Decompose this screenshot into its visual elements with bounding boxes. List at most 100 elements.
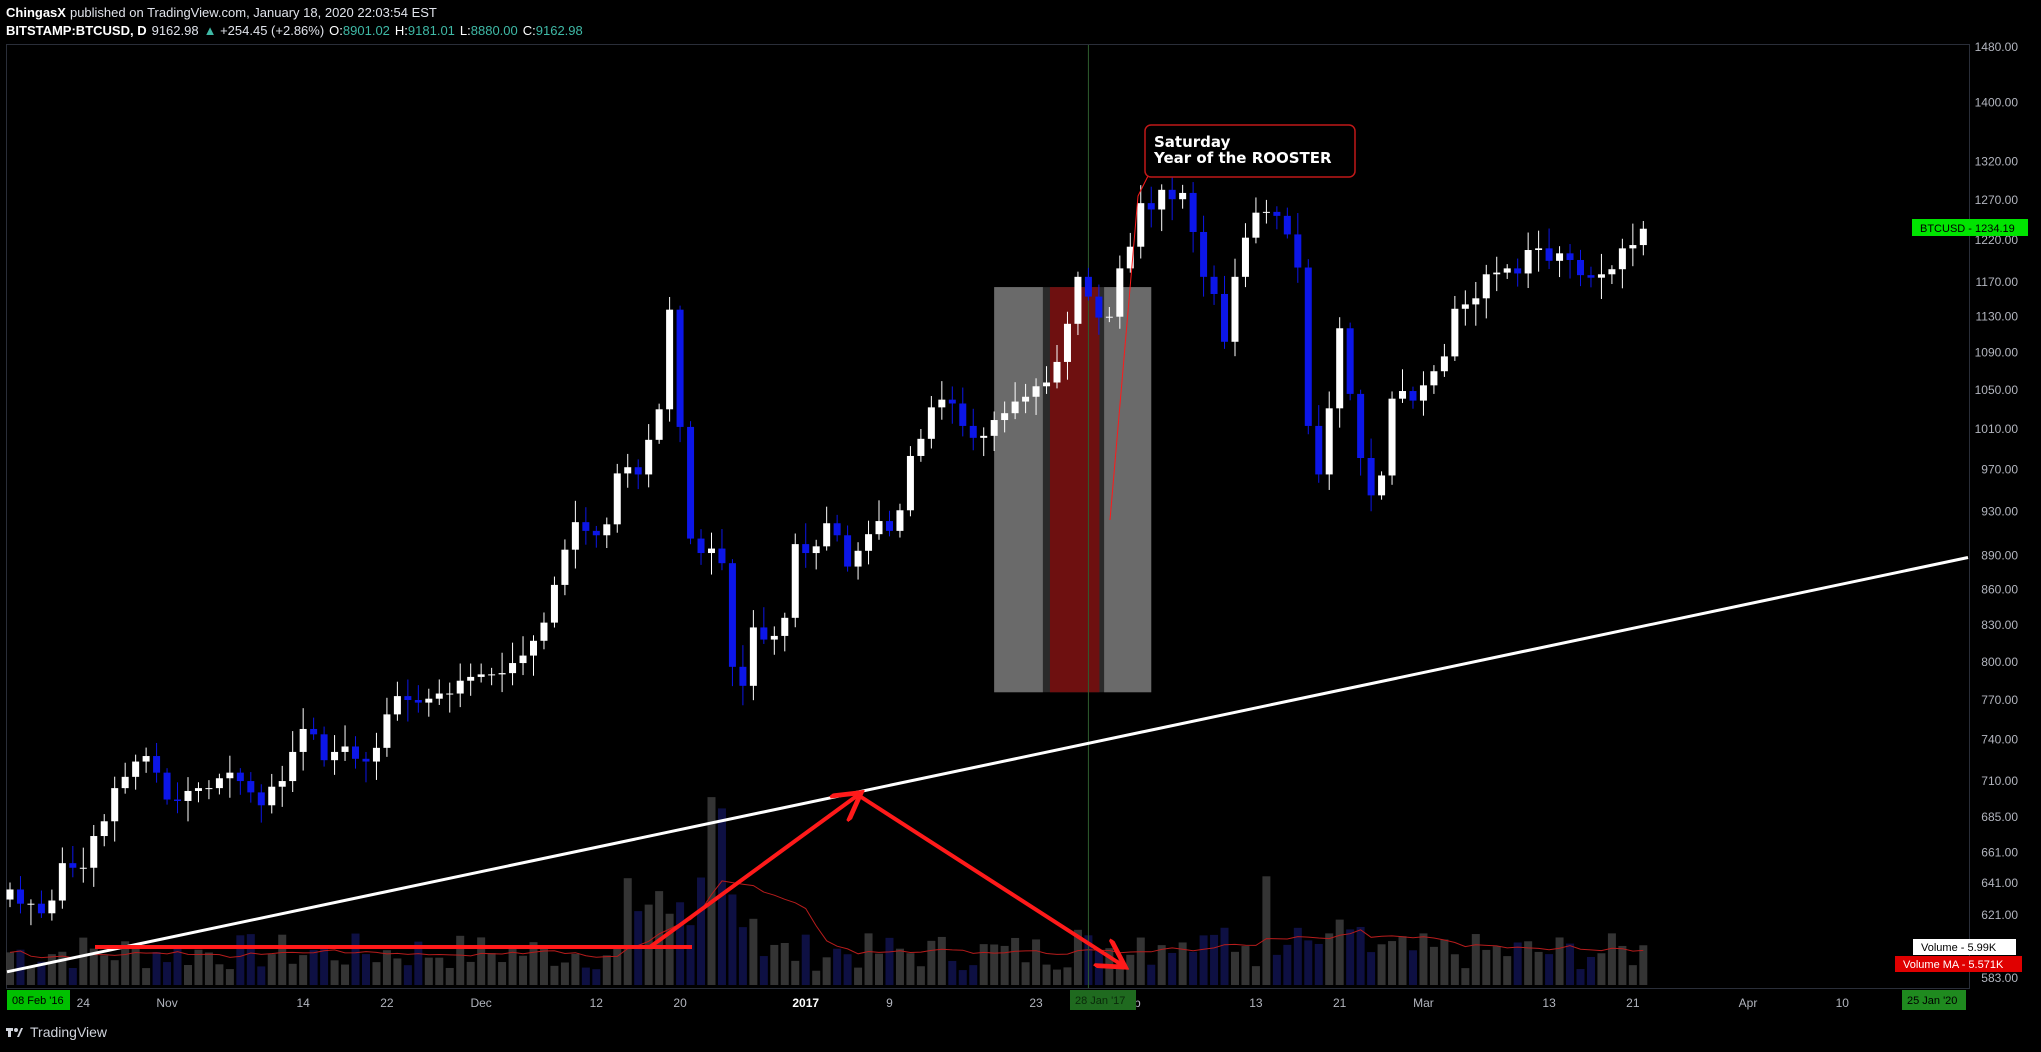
candle-body (1608, 269, 1616, 275)
trendline[interactable] (6, 556, 1969, 974)
candle (990, 411, 998, 452)
candle (676, 305, 684, 443)
price-tag-text: BTCUSD - 1234.19 (1920, 223, 2015, 235)
annotation-callout[interactable]: Saturday Year of the ROOSTER (1144, 124, 1356, 178)
volume-bar (194, 949, 203, 985)
candle (833, 514, 841, 542)
candle (477, 663, 485, 683)
annotation-box-left-zone (994, 287, 1043, 693)
volume-bar (1335, 919, 1344, 985)
candle-body (1388, 398, 1396, 476)
candle (372, 732, 380, 780)
volume-tag[interactable]: Volume - 5.99K (1913, 939, 2016, 955)
candle (1409, 386, 1417, 409)
tradingview-logo-icon[interactable] (6, 1025, 24, 1039)
symbol-label[interactable]: BITSTAMP:BTCUSD, D (6, 23, 147, 38)
volume-bar (1293, 927, 1302, 985)
volume-bar (508, 948, 517, 985)
volume-bar (173, 945, 182, 985)
time-tag-left[interactable]: 08 Feb '16 (7, 990, 70, 1010)
candle-body (1053, 361, 1061, 383)
time-tag-right-text: 25 Jan '20 (1907, 995, 1957, 1007)
volume-bar (79, 937, 88, 985)
volume-bar (1032, 939, 1041, 985)
candle (1158, 184, 1166, 232)
time-tag-left-bg (7, 990, 70, 1010)
close-label: C: (522, 23, 536, 38)
candle (1440, 343, 1448, 377)
candle (571, 500, 579, 569)
volume-bar (204, 952, 213, 985)
candle-body (1001, 413, 1009, 421)
red-arrow-up[interactable] (648, 795, 858, 949)
candle (1524, 232, 1532, 289)
candle (27, 899, 35, 926)
candle-body (530, 640, 537, 656)
tradingview-brand[interactable]: TradingView (30, 1024, 108, 1040)
chart-frame[interactable] (6, 44, 1970, 989)
callout-connector (1109, 175, 1149, 521)
candle (1221, 275, 1229, 349)
volume-bar (550, 965, 559, 985)
volume-bar (895, 948, 904, 985)
low-value: 8880.00 (470, 23, 518, 38)
price-tick-label: 710.00 (1981, 774, 2018, 788)
ohlc-high: H:9181.01 (395, 22, 455, 40)
callout-line-2: Year of the ROOSTER (1153, 149, 1332, 167)
candle-body (728, 563, 736, 667)
candle (1566, 244, 1574, 279)
volume-bar (278, 934, 287, 985)
candle-body (27, 903, 35, 905)
time-tag-mid[interactable]: 28 Jan '17 (1070, 990, 1136, 1010)
candle-body (121, 776, 129, 789)
candle-body (153, 756, 161, 773)
candle (1325, 391, 1333, 490)
candle-body (854, 550, 862, 567)
time-axis[interactable]: 24Nov1422Dec12202017923Feb1321Mar1321Apr… (77, 996, 1850, 1010)
candle-body (247, 781, 255, 793)
candle-body (278, 781, 286, 787)
volume-bar (958, 970, 967, 985)
red-arrow-down[interactable] (856, 793, 1122, 965)
volume-bar (1618, 945, 1627, 985)
volume-bar (519, 955, 528, 985)
red-annotations[interactable] (95, 175, 1149, 965)
candle (456, 663, 464, 708)
candle (1043, 366, 1051, 394)
volume-bar (361, 954, 370, 985)
time-tag-right[interactable]: 25 Jan '20 (1902, 990, 1966, 1010)
annotation-box-right-zone (1104, 287, 1152, 693)
price-tag[interactable]: BTCUSD - 1234.19 (1912, 219, 2028, 236)
author-name[interactable]: ChingasX (6, 5, 66, 20)
volume-bar (1157, 945, 1166, 985)
candle-body (1367, 458, 1375, 496)
candle-body (697, 538, 705, 554)
volume-bar (728, 894, 737, 985)
candle-body (781, 617, 789, 636)
candle (854, 542, 862, 580)
price-axis[interactable]: 1480.00 1400.00 1320.00 1270.00 1220.00 1170.… (1975, 40, 2019, 985)
candle (1346, 322, 1354, 401)
volume-bar (414, 941, 423, 985)
candle-body (582, 522, 590, 531)
candle (582, 507, 590, 545)
candle (1461, 290, 1469, 326)
candle (352, 736, 360, 769)
candle-body (1503, 268, 1511, 273)
volume-bar (1220, 927, 1229, 985)
volume-bar (1053, 969, 1061, 985)
volume-bar (1189, 951, 1198, 985)
candle-body (205, 788, 213, 790)
volume-bar (1377, 944, 1386, 985)
volume-bar (58, 951, 67, 985)
candle-body (132, 761, 140, 777)
candle-body (352, 746, 360, 759)
candle (1283, 207, 1291, 239)
candle-body (624, 467, 632, 474)
volume-ma-tag[interactable]: Volume MA - 5.571K (1895, 956, 2022, 972)
volume-bar (592, 969, 601, 985)
candle-body (969, 425, 977, 438)
candle (948, 386, 956, 424)
candle (1304, 259, 1312, 435)
